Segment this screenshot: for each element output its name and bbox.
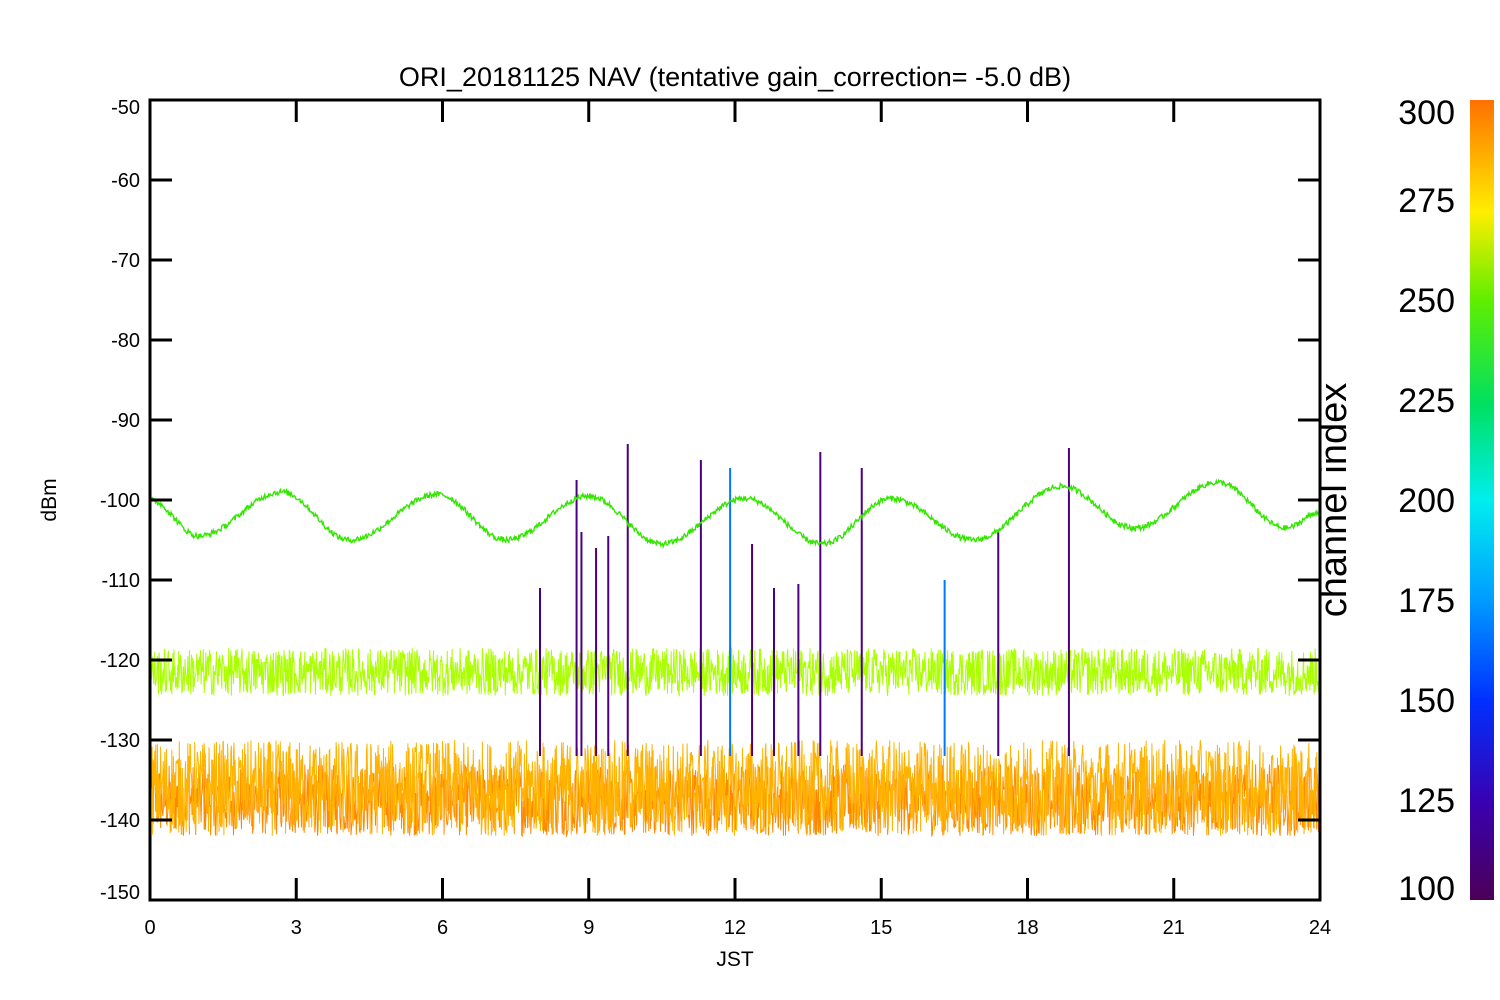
x-tick-label: 6 (437, 917, 448, 939)
y-axis-label: dBm (38, 478, 61, 521)
x-tick-label: 18 (1016, 917, 1038, 939)
colorbar-tick-label: 175 (1398, 582, 1455, 620)
colorbar-tick-label: 150 (1398, 682, 1455, 720)
chart-title: ORI_20181125 NAV (tentative gain_correct… (399, 62, 1071, 92)
x-tick-label: 12 (724, 917, 746, 939)
y-tick-label: -120 (100, 650, 140, 672)
colorbar-tick-label: 275 (1398, 182, 1455, 220)
noise-band-260 (150, 646, 1320, 697)
colorbar (1470, 100, 1494, 900)
colorbar-tick-label: 200 (1398, 482, 1455, 520)
x-axis: 0 3 6 9 12 15 18 21 24 (144, 100, 1331, 939)
y-axis: -50 -60 -70 -80 -90 -100 -110 -120 -130 -140 -150 (100, 97, 1320, 904)
x-tick-label: 15 (870, 917, 892, 939)
x-tick-label: 24 (1309, 917, 1331, 939)
y-tick-label: -80 (111, 330, 140, 352)
y-tick-label: -70 (111, 250, 140, 272)
colorbar-tick-label: 300 (1398, 94, 1455, 132)
series-line-240 (150, 478, 1320, 550)
y-tick-label: -130 (100, 730, 140, 752)
colorbar-label: channel index (1313, 383, 1355, 618)
colorbar-tick-label: 125 (1398, 782, 1455, 820)
colorbar-ticks: 300 275 250 225 200 175 150 125 100 (1398, 94, 1455, 908)
y-tick-label: -150 (100, 882, 140, 904)
y-tick-label: -60 (111, 170, 140, 192)
x-axis-label: JST (716, 948, 754, 971)
colorbar-tick-label: 100 (1398, 870, 1455, 908)
plot-area (150, 444, 1320, 838)
x-tick-label: 9 (583, 917, 594, 939)
y-tick-label: -140 (100, 810, 140, 832)
noise-band-285 (150, 739, 1320, 836)
y-tick-label: -100 (100, 490, 140, 512)
x-tick-label: 3 (291, 917, 302, 939)
y-tick-label: -110 (101, 570, 140, 592)
y-tick-label: -50 (111, 97, 140, 119)
colorbar-tick-label: 250 (1398, 282, 1455, 320)
x-tick-label: 21 (1163, 917, 1185, 939)
colorbar-tick-label: 225 (1398, 382, 1455, 420)
y-tick-label: -90 (111, 410, 140, 432)
x-tick-label: 0 (144, 917, 155, 939)
